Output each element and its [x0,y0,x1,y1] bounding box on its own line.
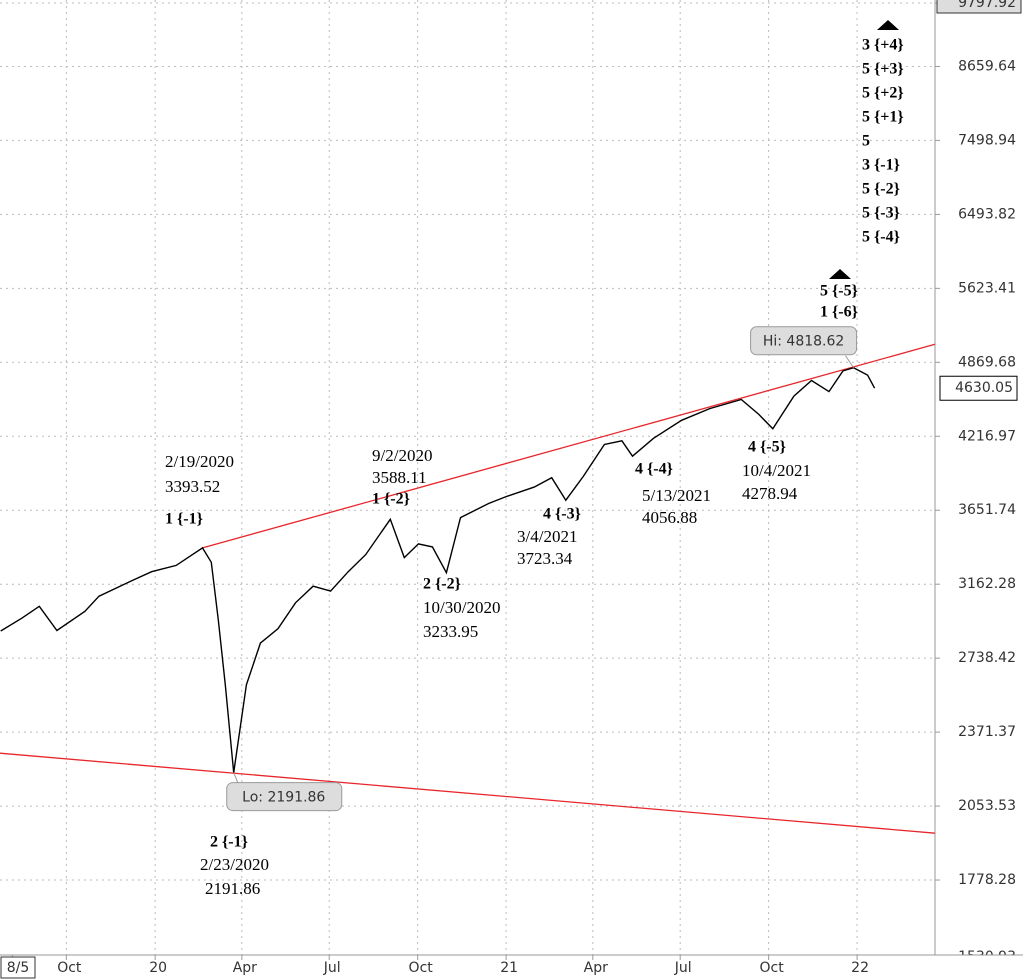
y-tick-label: 1778.28 [958,872,1016,888]
wave-label: 2 {-2} [423,576,461,593]
wave-count: 5 {+1} [862,109,904,126]
hi-label: Hi: 4818.62 [763,334,844,350]
lo-callout [226,782,343,812]
wave-count: 5 {-4} [862,229,900,246]
wave-count: 5 {-3} [862,205,900,222]
last-price-box [939,375,1018,401]
x-tick-label: Oct [57,960,82,976]
y-tick-label: 9797.92 [958,0,1016,11]
annotation-date: 3/4/2021 [517,527,577,546]
annotation-date: 10/4/2021 [742,461,811,480]
x-tick-label: Jul [674,960,692,976]
wave-count: 5 {-5} [820,283,858,300]
annotation-price: 3393.52 [165,477,220,496]
x-tick-label: 20 [149,960,167,976]
x-tick-label: 21 [500,960,518,976]
price-line [0,366,876,773]
annotation-price: 4278.94 [742,484,798,503]
y-tick-label: 2371.37 [958,724,1016,740]
x-tick-label: Oct [760,960,785,976]
last-price: 4630.05 [955,380,1013,396]
trendline [0,752,936,834]
annotation-price: 3723.34 [517,549,573,568]
wave-count: 3 {+4} [862,37,904,54]
wave-count: 5 {+2} [862,85,904,102]
wave-label: 4 {-4} [635,461,673,478]
y-tick-label: 5623.41 [958,280,1016,296]
wave-marker [829,269,851,279]
wave-label: 1 {-1} [165,511,203,528]
wave-label: 4 {-5} [748,439,786,456]
y-tick-label: 6493.82 [958,206,1016,222]
annotation-price: 3233.95 [423,622,478,641]
x-axis-strip [0,955,1023,980]
y-tick-label: 3162.28 [958,576,1016,592]
x-tick-label: 8/5 [7,960,30,976]
wave-label: 1 {-2} [372,491,410,508]
y-tick-label: 2738.42 [958,650,1016,666]
x-tick-label: Jul [323,960,341,976]
y-tick-label: 4216.97 [958,428,1016,444]
annotation-date: 2/19/2020 [165,452,234,471]
y-tick-label: 8659.64 [958,58,1016,74]
annotation-date: 2/23/2020 [200,855,269,874]
wave-count: 5 {+3} [862,61,904,78]
lo-callout [233,772,239,783]
annotation-price: 3588.11 [372,468,427,487]
trendline [202,343,936,549]
hi-callout [750,326,858,356]
y-tick-label: 4869.68 [958,354,1016,370]
annotation-price: 2191.86 [205,879,260,898]
wave-count: 5 {-2} [862,181,900,198]
annotation-date: 10/30/2020 [423,598,500,617]
x-tick-label: Oct [409,960,434,976]
wave-count: 1 {-6} [820,304,858,321]
y-tick-label: 2053.53 [958,798,1016,814]
annotation-price: 4056.88 [642,508,697,527]
x-tick-label: Apr [584,960,608,976]
y-tick-label: 7498.94 [958,132,1016,148]
x-tick-label: Apr [233,960,257,976]
wave-label: 2 {-1} [210,834,248,851]
hi-callout [845,355,854,369]
wave-label: 4 {-3} [543,506,581,523]
top-tick-box [936,0,1022,14]
start-label-box [0,956,36,979]
lo-label: Lo: 2191.86 [242,790,325,806]
wave-marker [877,20,899,30]
x-tick-label: 22 [851,960,869,976]
annotation-date: 5/13/2021 [642,486,711,505]
wave-count: 5 [862,133,870,150]
y-tick-label: 3651.74 [958,502,1016,518]
annotation-date: 9/2/2020 [372,446,432,465]
wave-count: 3 {-1} [862,157,900,174]
